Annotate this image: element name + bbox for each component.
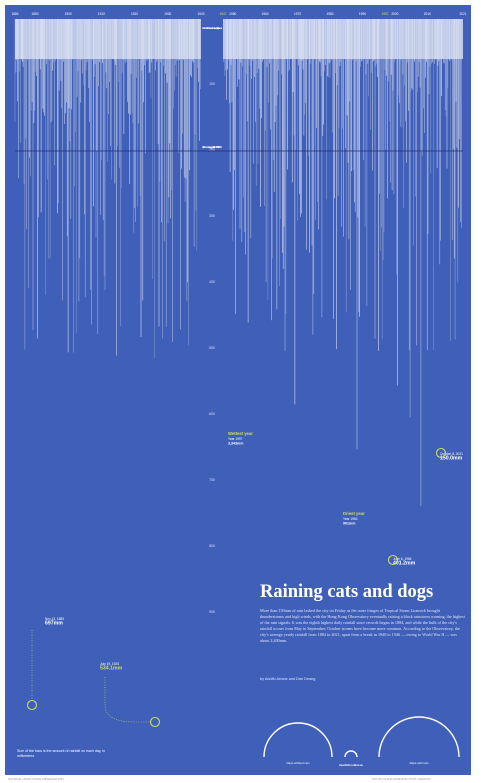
poster: 1884 1890 1900 1910 1920 1930 1940 1947 1950 1960… — [5, 5, 471, 775]
x-tick-label: 1947 — [219, 12, 226, 16]
x-tick-label: 1980 — [326, 12, 333, 16]
reference-line-group: 2,400mm Average yearly rainfall from 188… — [15, 145, 463, 152]
y-tick-label: 100 — [209, 82, 215, 86]
annotation-value: 3,343mm — [228, 442, 243, 446]
leader-line — [104, 677, 150, 723]
annotation-date: October 8, 2021 — [440, 452, 463, 456]
annotation-value: 150.0mm — [440, 456, 463, 462]
x-tick-label: 1970 — [294, 12, 301, 16]
annotation-date: June 6, 1966 — [393, 557, 412, 561]
x-tick-label: 1890 — [31, 12, 38, 16]
bar-band-left — [15, 19, 201, 59]
x-tick-label: 1990 — [359, 12, 366, 16]
y-tick-label: 900 — [209, 610, 215, 614]
bar-band-right — [223, 19, 463, 59]
legend-arc — [378, 716, 460, 758]
legend-label: Days with 100mm of rain or more — [339, 763, 363, 767]
annotation-date: Year 1997 — [228, 437, 243, 441]
y-tick-label: 800 — [209, 544, 215, 548]
annotation-value: 697mm — [45, 621, 63, 627]
average-line-label: 2,400mm Average yearly rainfall from 188… — [202, 145, 222, 149]
x-tick-label: 2000 — [391, 12, 398, 16]
source-credit: SOURCE: HONG KONG OBSERVATORY — [8, 777, 65, 781]
highlight-marker — [149, 716, 161, 728]
x-tick-label: 2021 — [459, 12, 466, 16]
highlight-marker — [387, 554, 399, 566]
y-tick-label: 600 — [209, 412, 215, 416]
y-tick-label: 500 — [209, 346, 215, 350]
x-tick-label: 1950 — [229, 12, 236, 16]
annotation-value: 534.1mm — [100, 666, 123, 672]
annotation-date: Year 1963 — [343, 517, 358, 521]
legend-label: Days with rain — [410, 761, 429, 765]
y-tick-label: 300 — [209, 214, 215, 218]
x-tick-label: 1940 — [197, 12, 204, 16]
bar-layer — [14, 19, 463, 507]
gap-note: 1940–1946 No records were kept during th… — [202, 26, 222, 30]
highlight-marker — [26, 699, 38, 711]
page-title: Raining cats and dogs — [260, 582, 434, 602]
rainfall-chart: 1884 1890 1900 1910 1920 1930 1940 1947 1950 1960… — [11, 12, 466, 767]
y-tick-label: 700 — [209, 478, 215, 482]
y-tick-label: 200 — [209, 148, 215, 152]
annotation-value: 401.2mm — [393, 561, 416, 567]
annotation-date: July 19, 1926 — [100, 662, 119, 666]
annotation-date: Nov 13, 1889 — [45, 617, 64, 621]
byline: by Adolfo Arranz and Dan Deang — [260, 677, 316, 681]
annotation-value: 901mm — [343, 522, 355, 526]
x-tick-label: 1884 — [11, 12, 18, 16]
x-tick-label: 1920 — [131, 12, 138, 16]
annotation-title: Driest year — [343, 511, 365, 516]
x-tick-label: 1910 — [98, 12, 105, 16]
x-tick-label: 1997 — [382, 12, 389, 16]
x-axis: 1884 1890 1900 1910 1920 1930 1940 1947 1950 1960… — [11, 12, 466, 30]
article-body: More than 150mm of rain lashed the city … — [260, 608, 465, 643]
y-axis: 100 200 300 400 500 600 700 800 900 — [209, 82, 215, 614]
legend-arc — [263, 722, 333, 758]
legend-label: Days without rain — [286, 761, 309, 765]
y-tick-label: 400 — [209, 280, 215, 284]
legend-arc — [344, 750, 358, 758]
x-tick-label: 1930 — [164, 12, 171, 16]
x-tick-label: 1960 — [262, 12, 269, 16]
footnote: Size of the bars is the amount of rainfa… — [17, 749, 106, 758]
x-tick-label: 1900 — [65, 12, 72, 16]
legend-arcs: Days without rain Days with rain Days with… — [263, 716, 460, 767]
highlight-marker — [435, 447, 447, 459]
publisher-credit: SOUTH CHINA MORNING POST GRAPHIC — [372, 777, 432, 781]
annotation-title: Wettest year — [228, 431, 253, 436]
x-tick-label: 2010 — [424, 12, 431, 16]
